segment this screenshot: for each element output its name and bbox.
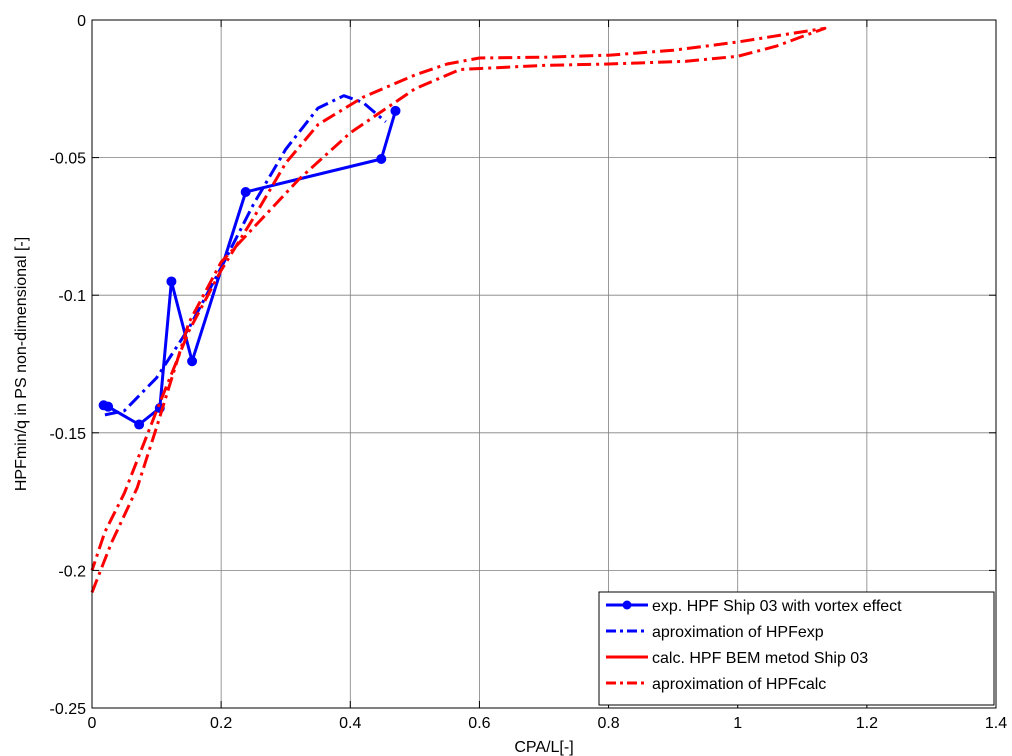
y-tick-label: -0.05 xyxy=(50,151,87,168)
y-tick-label: -0.15 xyxy=(50,426,87,443)
data-point xyxy=(103,401,114,412)
x-tick-label: 0.4 xyxy=(339,715,361,732)
y-tick-label: -0.2 xyxy=(58,563,86,580)
legend-label: calc. HPF BEM metod Ship 03 xyxy=(652,650,868,667)
legend-label: aproximation of HPFexp xyxy=(652,624,824,641)
legend-box xyxy=(598,591,995,706)
data-point xyxy=(187,356,198,367)
axes-box xyxy=(91,19,997,709)
y-tick-label: -0.25 xyxy=(50,701,87,718)
y-axis-label: HPFmin/q in PS non-dimensional [-] xyxy=(13,237,30,491)
series-line xyxy=(90,26,827,593)
legend: exp. HPF Ship 03 with vortex effect aprox… xyxy=(598,591,995,706)
series-line xyxy=(104,94,387,417)
y-tick-label: -0.1 xyxy=(58,288,86,305)
x-tick-label: 1.2 xyxy=(856,715,878,732)
data-point xyxy=(166,276,177,287)
x-tick-label: 0.6 xyxy=(468,715,490,732)
x-tick-label: 0.8 xyxy=(597,715,619,732)
data-point xyxy=(240,187,251,197)
data-point xyxy=(134,419,145,430)
legend-label: aproximation of HPFcalc xyxy=(652,676,826,693)
legend-marker xyxy=(622,600,632,610)
x-tick-label: 0.2 xyxy=(210,715,232,732)
series-layer xyxy=(90,26,827,593)
ticks: 0 0.2 0.4 0.6 0.8 1 1.2 1.4 -0.25 -0.2 -0.15 -0.1 -0… xyxy=(50,13,1008,732)
x-tick-label: 0 xyxy=(88,715,97,732)
x-tick-label: 1 xyxy=(733,715,742,732)
legend-label: exp. HPF Ship 03 with vortex effect xyxy=(652,598,902,615)
x-axis-label: CPA/L[-] xyxy=(514,739,573,756)
x-tick-label: 1.4 xyxy=(985,715,1007,732)
data-point xyxy=(390,105,401,116)
data-point xyxy=(376,153,387,164)
y-tick-label: 0 xyxy=(77,13,86,30)
